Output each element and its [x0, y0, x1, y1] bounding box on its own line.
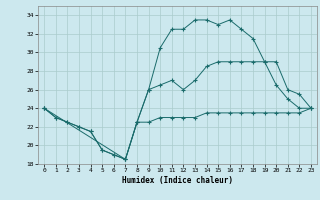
X-axis label: Humidex (Indice chaleur): Humidex (Indice chaleur) — [122, 176, 233, 185]
